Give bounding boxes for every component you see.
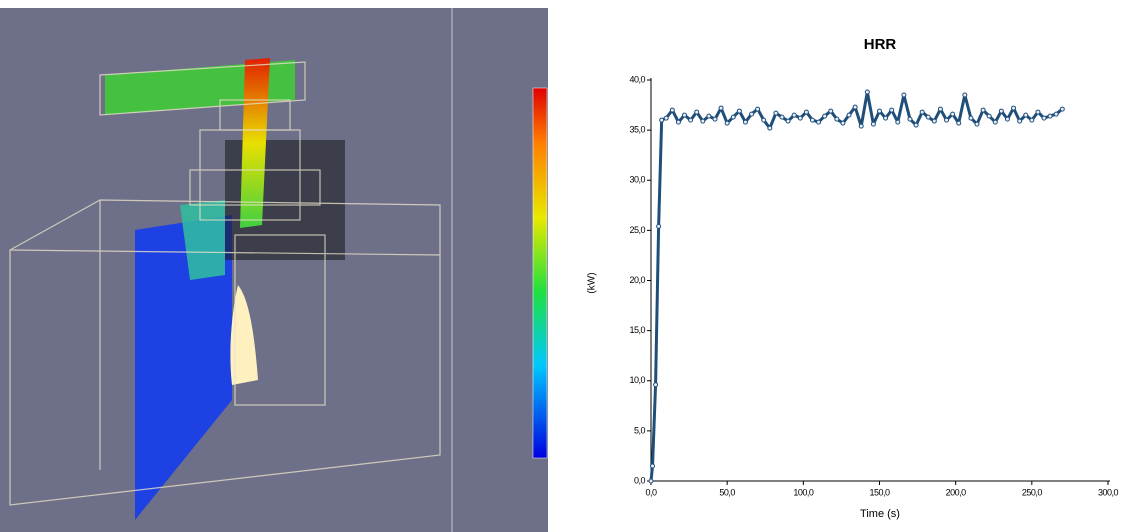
- point: [1035, 109, 1041, 115]
- point: [816, 119, 822, 125]
- point: [1029, 117, 1035, 123]
- point: [913, 122, 919, 128]
- y-tick-label: 25,0: [629, 225, 645, 235]
- point: [889, 107, 895, 113]
- point: [870, 121, 876, 127]
- x-tick-label: 200,0: [946, 487, 967, 497]
- point: [656, 223, 662, 229]
- point: [962, 92, 968, 98]
- point: [648, 478, 654, 484]
- point: [663, 115, 669, 121]
- point: [877, 108, 882, 114]
- point: [937, 106, 943, 112]
- point: [834, 116, 840, 122]
- point: [998, 108, 1004, 114]
- point: [1047, 113, 1053, 119]
- point: [785, 118, 791, 124]
- point: [901, 92, 907, 98]
- point: [986, 113, 992, 119]
- point: [919, 109, 925, 115]
- point: [797, 115, 803, 121]
- point: [718, 105, 724, 111]
- point: [712, 116, 718, 122]
- point: [742, 119, 748, 125]
- point: [669, 107, 675, 113]
- point: [1023, 112, 1029, 118]
- point: [688, 117, 694, 123]
- point: [925, 114, 931, 120]
- y-tick-label: 5,0: [634, 425, 646, 435]
- point: [736, 108, 742, 114]
- line-series: [649, 90, 1064, 482]
- y-axis-label: (kW): [587, 272, 598, 293]
- point: [755, 106, 761, 112]
- x-tick-label: 250,0: [1022, 487, 1043, 497]
- y-tick-label: 15,0: [629, 325, 645, 335]
- point: [828, 108, 834, 114]
- point: [1017, 118, 1023, 124]
- point: [1041, 115, 1047, 121]
- point: [907, 116, 913, 122]
- point: [974, 121, 980, 127]
- x-tick-label: 0,0: [645, 487, 657, 497]
- x-tick-label: 100,0: [793, 487, 814, 497]
- point: [694, 109, 700, 115]
- x-axis-label: Time (s): [860, 508, 900, 520]
- chart-title: HRR: [864, 36, 897, 53]
- point: [944, 117, 950, 123]
- point: [1053, 111, 1059, 117]
- chart: HRR Time (s) (kW) 0,0 5,0 10,0 15,0 20,0 25,0…: [587, 36, 1119, 520]
- point: [992, 119, 998, 125]
- point: [852, 104, 858, 110]
- point: [846, 112, 852, 118]
- y-tick-label: 20,0: [629, 275, 645, 285]
- point: [931, 118, 937, 124]
- y-tick-label: 30,0: [629, 175, 645, 185]
- point: [809, 117, 815, 123]
- point: [858, 123, 864, 129]
- point: [724, 120, 730, 126]
- simulation-render: [0, 8, 548, 532]
- y-tick-label: 0,0: [634, 475, 646, 485]
- y-tick-label: 40,0: [629, 74, 645, 84]
- point: [659, 117, 665, 123]
- point: [682, 112, 688, 118]
- point: [956, 120, 962, 126]
- point: [675, 119, 681, 125]
- x-tick-label: 150,0: [869, 487, 890, 497]
- x-tick-label: 50,0: [719, 487, 735, 497]
- point: [653, 382, 659, 388]
- point: [791, 112, 797, 118]
- y-tick-label: 35,0: [629, 125, 645, 135]
- point: [749, 111, 755, 117]
- point: [1011, 105, 1017, 111]
- point: [730, 114, 736, 120]
- x-tick-label: 300,0: [1098, 487, 1119, 497]
- point: [840, 120, 846, 126]
- point: [1059, 106, 1065, 112]
- point: [773, 110, 779, 116]
- point: [864, 89, 870, 95]
- point: [950, 111, 956, 117]
- point: [761, 117, 767, 123]
- point: [883, 115, 889, 121]
- point: [822, 113, 828, 119]
- point: [895, 119, 901, 125]
- point: [1004, 116, 1010, 122]
- point: [706, 113, 712, 119]
- point: [803, 109, 809, 115]
- point: [779, 114, 785, 120]
- point: [700, 118, 706, 124]
- point: [650, 463, 656, 469]
- y-tick-label: 10,0: [629, 375, 645, 385]
- point: [980, 107, 986, 113]
- point: [968, 115, 974, 121]
- point: [767, 125, 773, 131]
